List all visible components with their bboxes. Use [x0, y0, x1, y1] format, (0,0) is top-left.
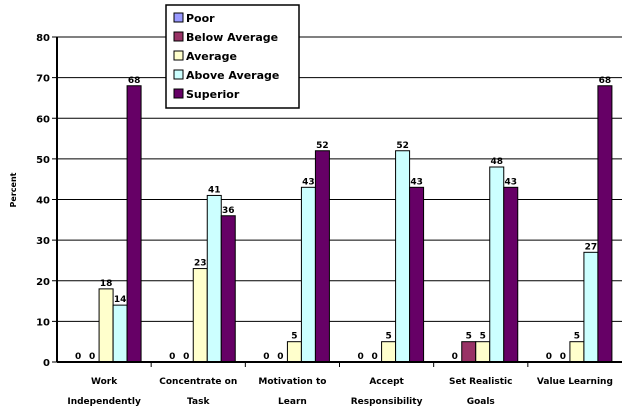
- x-axis-categories: Work Independently Concentrate on Task Motiv…: [67, 377, 613, 407]
- data-label: 43: [410, 177, 423, 187]
- x-category-label: Accept: [369, 377, 404, 387]
- data-label: 52: [316, 141, 329, 151]
- x-category-label: Goals: [467, 397, 495, 407]
- bar: [112, 304, 128, 363]
- data-label: 0: [183, 352, 189, 362]
- bar: [286, 341, 302, 363]
- bar: [192, 268, 208, 363]
- x-category-label: Set Realistic: [449, 377, 512, 387]
- data-label: 5: [574, 332, 580, 342]
- axes: [56, 37, 622, 367]
- data-label: 0: [263, 352, 269, 362]
- data-label: 0: [89, 352, 95, 362]
- legend-entry: Poor: [186, 12, 215, 25]
- x-category-label: Responsibility: [351, 397, 423, 407]
- data-label: 48: [490, 157, 503, 167]
- data-label: 23: [194, 259, 207, 269]
- legend-swatch: [173, 69, 184, 80]
- data-label: 27: [585, 242, 598, 252]
- x-category-label: Work: [91, 377, 118, 387]
- bar: [300, 186, 316, 363]
- data-label: 0: [452, 352, 458, 362]
- bar: [395, 150, 411, 363]
- bar: [206, 194, 222, 363]
- data-label: 14: [114, 295, 127, 305]
- data-label: 0: [169, 352, 175, 362]
- legend-entry: Average: [186, 50, 237, 63]
- legend-box: [165, 4, 300, 109]
- data-label: 68: [599, 76, 612, 86]
- x-category-label: Value Learning: [537, 377, 613, 387]
- data-label: 5: [291, 332, 297, 342]
- legend-swatch: [173, 31, 184, 42]
- x-category-label: Learn: [278, 397, 307, 407]
- x-category-label: Motivation to: [258, 377, 326, 387]
- y-tick-label: 0: [43, 358, 50, 369]
- bar: [503, 186, 519, 363]
- bars: [98, 85, 613, 363]
- bar: [381, 341, 397, 363]
- bar: [461, 341, 477, 363]
- data-label: 0: [277, 352, 283, 362]
- data-label: 18: [100, 279, 113, 289]
- bar: [409, 186, 425, 363]
- data-label: 36: [222, 206, 235, 216]
- y-axis-ticks: 0 10 20 30 40 50 60 70 80: [36, 33, 57, 369]
- y-tick-label: 80: [36, 33, 50, 44]
- legend-swatch: [173, 88, 184, 99]
- bar: [583, 251, 599, 363]
- y-tick-label: 40: [36, 196, 50, 207]
- data-label: 0: [560, 352, 566, 362]
- legend-swatch: [173, 50, 184, 61]
- legend-entry: Superior: [186, 88, 240, 101]
- data-label: 43: [504, 177, 517, 187]
- y-tick-label: 20: [36, 277, 50, 288]
- x-category-label: Independently: [67, 397, 141, 407]
- bar: [489, 166, 505, 363]
- data-label: 5: [466, 332, 472, 342]
- legend-entry: Below Average: [186, 31, 278, 44]
- bar: [314, 150, 330, 363]
- bar: [220, 215, 236, 363]
- data-label: 43: [302, 177, 315, 187]
- bar: [569, 341, 585, 363]
- data-label: 0: [371, 352, 377, 362]
- bar: [98, 288, 114, 363]
- y-tick-label: 50: [36, 155, 50, 166]
- legend-entry: Above Average: [186, 69, 279, 82]
- legend-swatch: [173, 12, 184, 23]
- data-label: 52: [396, 141, 409, 151]
- y-tick-label: 70: [36, 74, 50, 85]
- x-category-label: Task: [187, 397, 210, 407]
- gridlines: [57, 36, 622, 322]
- bar: [475, 341, 491, 363]
- data-label: 0: [546, 352, 552, 362]
- data-label: 41: [208, 185, 221, 195]
- legend: Poor Below Average Average Above Average Sup…: [165, 4, 300, 109]
- data-label: 5: [480, 332, 486, 342]
- data-label: 0: [75, 352, 81, 362]
- data-label: 68: [128, 76, 141, 86]
- y-tick-label: 60: [36, 114, 50, 125]
- y-axis-label: Percent: [9, 172, 18, 207]
- data-label: 5: [385, 332, 391, 342]
- y-tick-label: 10: [36, 317, 50, 328]
- bar: [126, 85, 142, 363]
- y-tick-label: 30: [36, 236, 50, 247]
- data-label: 0: [357, 352, 363, 362]
- x-category-label: Concentrate on: [159, 377, 237, 387]
- bar: [597, 85, 613, 363]
